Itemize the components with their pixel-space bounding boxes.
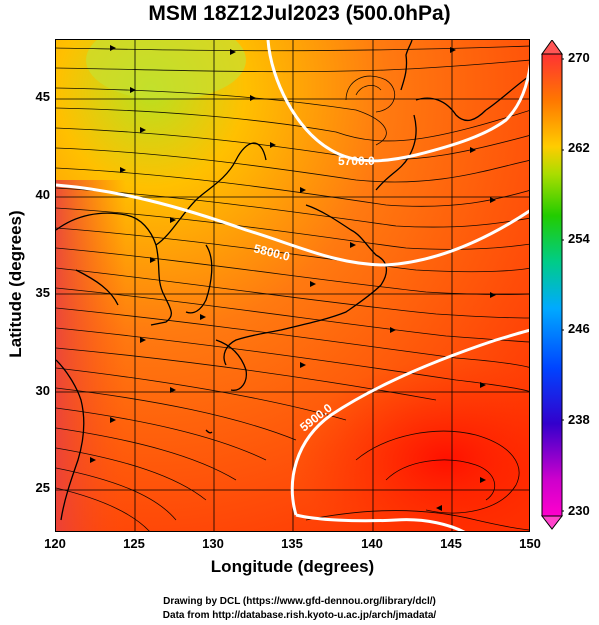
colorbar-tick-246: 246 — [568, 321, 590, 336]
x-tick-145: 145 — [440, 536, 462, 551]
colorbar-top-arrow — [541, 40, 563, 55]
wind-arrowheads — [90, 45, 496, 511]
colorbar-tick-270: 270 — [568, 50, 590, 65]
height-contours — [56, 40, 529, 531]
x-tick-150: 150 — [519, 536, 541, 551]
x-tick-130: 130 — [202, 536, 224, 551]
y-tick-25: 25 — [35, 480, 50, 495]
colorbar-tick-254: 254 — [568, 231, 590, 246]
colorbar-tick-238: 238 — [568, 412, 590, 427]
map-svg: 5700.0 5800.0 5900.0 — [56, 40, 529, 531]
credits-drawing: Drawing by DCL (https://www.gfd-dennou.o… — [163, 596, 436, 607]
credits-data: Data from http://database.rish.kyoto-u.a… — [162, 610, 437, 621]
colorbar — [540, 40, 564, 530]
y-tick-40: 40 — [35, 187, 50, 202]
y-axis-label: Latitude (degrees) — [6, 210, 25, 358]
x-tick-135: 135 — [281, 536, 303, 551]
x-tick-140: 140 — [361, 536, 383, 551]
x-axis-label: Longitude (degrees) — [210, 557, 375, 576]
map-plot-area: 5700.0 5800.0 5900.0 — [55, 39, 530, 532]
colorbar-bottom-arrow — [540, 515, 564, 530]
colorbar-tick-230: 230 — [568, 503, 590, 518]
chart-title: MSM 18Z12Jul2023 (500.0hPa) — [148, 2, 451, 25]
colorbar-tick-262: 262 — [568, 140, 590, 155]
x-tick-120: 120 — [44, 536, 66, 551]
x-tick-125: 125 — [123, 536, 145, 551]
contour-label-5700: 5700.0 — [338, 154, 375, 168]
y-tick-45: 45 — [35, 89, 50, 104]
y-tick-35: 35 — [35, 285, 50, 300]
y-tick-30: 30 — [35, 383, 50, 398]
